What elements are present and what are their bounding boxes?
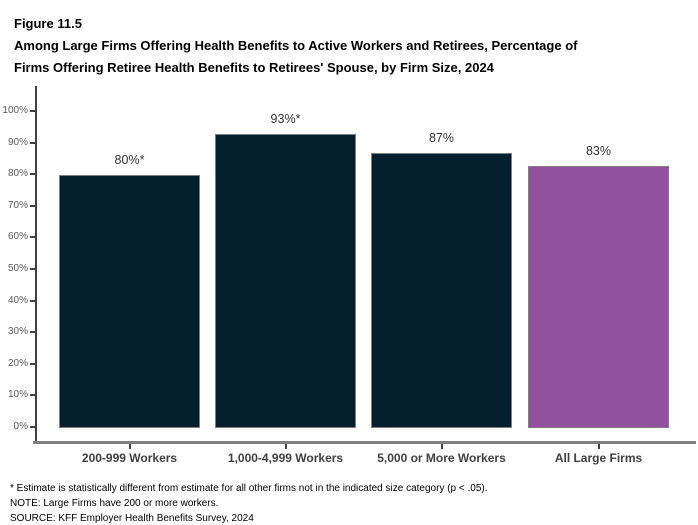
y-axis-tick: [30, 331, 35, 333]
x-axis-label: 200-999 Workers: [81, 451, 178, 465]
x-axis-line: [33, 441, 696, 444]
x-axis-tick: [284, 444, 287, 449]
y-axis-tick-label: 70%: [7, 200, 28, 211]
y-axis-tick-label: 60%: [7, 231, 28, 242]
y-axis-tick: [30, 363, 35, 365]
y-axis-tick-label: 20%: [7, 358, 28, 369]
y-axis-tick: [30, 173, 35, 175]
figure-title-line1: Among Large Firms Offering Health Benefi…: [14, 38, 578, 53]
y-axis-tick: [30, 394, 35, 396]
bar-2: [215, 134, 356, 428]
y-axis-tick: [30, 110, 35, 112]
x-axis-tick: [597, 444, 600, 449]
y-axis-line: [35, 86, 37, 443]
bar-value-label: 93%*: [270, 112, 301, 126]
y-axis-tick-label: 0%: [13, 421, 28, 432]
y-axis-tick-label: 50%: [7, 263, 28, 274]
x-axis-label: 1,000-4,999 Workers: [227, 451, 344, 465]
figure-header: Figure 11.5 Among Large Firms Offering H…: [14, 13, 682, 79]
x-axis-tick: [440, 444, 443, 449]
y-axis-tick-label: 90%: [7, 137, 28, 148]
y-axis-tick-label: 100%: [2, 105, 28, 116]
footnote-significance: * Estimate is statistically different fr…: [10, 483, 488, 494]
bar-value-label: 83%: [585, 144, 612, 158]
figure-label: Figure 11.5: [14, 16, 82, 31]
bar-value-label: 80%*: [114, 153, 145, 167]
y-axis-tick: [30, 142, 35, 144]
y-axis-tick: [30, 205, 35, 207]
y-axis-tick-label: 10%: [7, 389, 28, 400]
y-axis-tick: [30, 268, 35, 270]
footnote-source: SOURCE: KFF Employer Health Benefits Sur…: [10, 513, 254, 524]
y-axis-tick: [30, 300, 35, 302]
x-axis-label: 5,000 or More Workers: [377, 451, 506, 465]
bar-3: [371, 153, 512, 428]
footnote-note: NOTE: Large Firms have 200 or more worke…: [10, 498, 219, 509]
bar-value-label: 87%: [428, 131, 455, 145]
y-axis-tick-label: 30%: [7, 326, 28, 337]
y-axis-tick: [30, 236, 35, 238]
footnotes: * Estimate is statistically different fr…: [10, 481, 690, 525]
x-axis-label: All Large Firms: [554, 451, 643, 465]
y-axis-tick: [30, 426, 35, 428]
y-axis-tick-label: 80%: [7, 168, 28, 179]
bar-1: [59, 175, 200, 428]
figure-title-line2: Firms Offering Retiree Health Benefits t…: [14, 60, 494, 75]
y-axis-tick-label: 40%: [7, 295, 28, 306]
bar-4: [528, 166, 669, 428]
x-axis-tick: [128, 444, 131, 449]
